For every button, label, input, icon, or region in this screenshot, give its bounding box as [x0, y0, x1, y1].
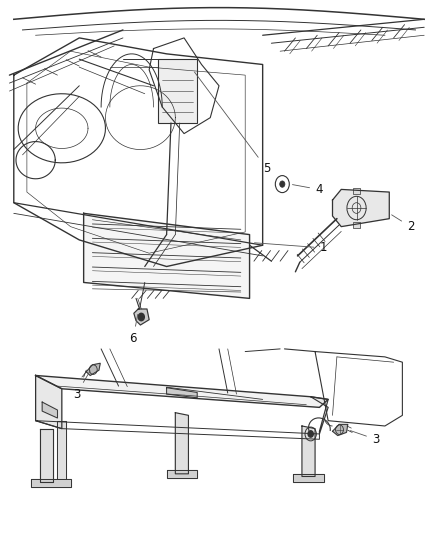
Polygon shape: [332, 424, 348, 435]
Text: 1: 1: [254, 241, 327, 254]
Text: 4: 4: [293, 183, 322, 196]
Polygon shape: [57, 421, 66, 479]
Polygon shape: [40, 429, 53, 482]
Text: 2: 2: [392, 215, 414, 233]
Circle shape: [280, 181, 285, 187]
Polygon shape: [86, 364, 100, 375]
Polygon shape: [84, 213, 250, 298]
FancyBboxPatch shape: [353, 222, 360, 228]
Circle shape: [308, 431, 313, 437]
Text: 3: 3: [73, 371, 90, 401]
FancyBboxPatch shape: [158, 59, 197, 123]
Polygon shape: [31, 479, 71, 487]
Polygon shape: [302, 426, 315, 477]
FancyBboxPatch shape: [353, 188, 360, 194]
Text: 5: 5: [194, 72, 270, 175]
Polygon shape: [42, 402, 57, 418]
Polygon shape: [332, 189, 389, 227]
Polygon shape: [35, 375, 328, 407]
Polygon shape: [293, 474, 324, 482]
Circle shape: [138, 313, 145, 321]
Polygon shape: [175, 413, 188, 474]
Polygon shape: [166, 387, 197, 398]
Polygon shape: [166, 470, 197, 478]
Text: 3: 3: [350, 431, 379, 446]
Text: 6: 6: [130, 314, 138, 345]
Polygon shape: [311, 397, 328, 434]
Polygon shape: [134, 309, 149, 325]
Polygon shape: [35, 375, 62, 429]
